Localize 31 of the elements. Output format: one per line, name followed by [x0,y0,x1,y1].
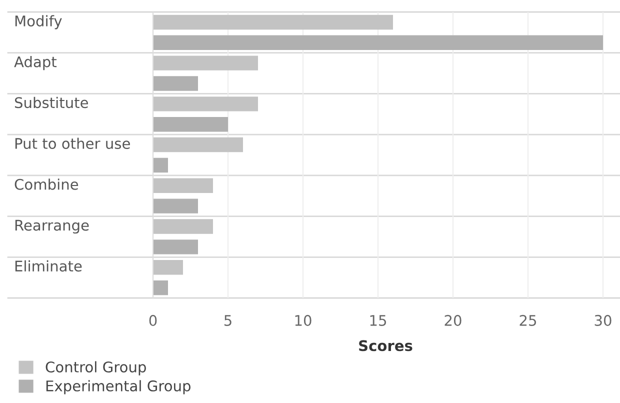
y-tick-label: Eliminate [15,260,82,272]
bar [153,35,603,50]
bar [153,280,168,296]
bar [153,219,213,234]
x-tick-label: 25 [520,314,536,326]
bar [153,240,198,254]
x-tick-label: 10 [295,314,312,326]
bar [153,178,213,193]
bar [153,56,258,70]
y-tick-label: Combine [14,178,78,190]
y-tick-label: Modify [15,15,62,30]
bar [153,96,258,112]
bar [153,137,243,152]
x-tick-label: 5 [224,315,232,326]
legend-label: Control Group [46,361,146,376]
x-axis-title: Scores [359,340,412,352]
bar [153,158,168,173]
x-tick-label: 20 [444,314,462,326]
bar [153,117,228,132]
x-tick-label: 0 [149,314,157,326]
x-tick-label: 15 [370,315,386,326]
bar [153,14,393,30]
bar [153,260,183,275]
y-tick-label: Substitute [14,96,88,108]
y-tick-label: Rearrange [15,220,89,234]
bar [153,76,198,91]
x-tick-label: 30 [594,314,612,326]
legend-label: Experimental Group [46,380,190,394]
bar [153,198,198,214]
y-tick-label: Put to other use [15,138,130,150]
y-tick-label: Adapt [14,56,57,70]
